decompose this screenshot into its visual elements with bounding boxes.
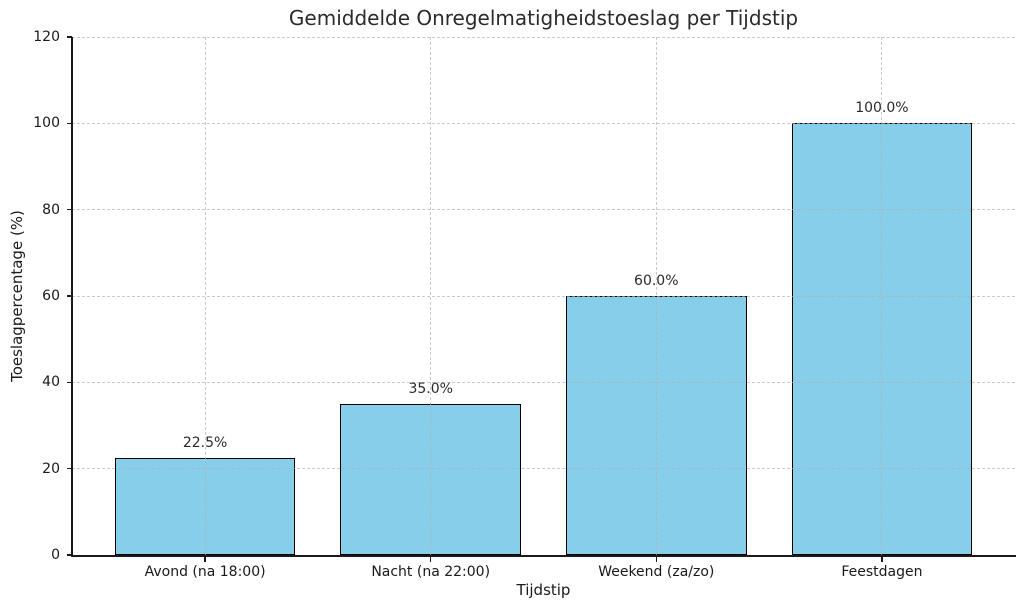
y-tick-mark bbox=[67, 208, 72, 211]
x-tick-label: Nacht (na 22:00) bbox=[371, 564, 491, 580]
x-axis-spine bbox=[71, 555, 1016, 557]
y-tick-label: 0 bbox=[51, 547, 60, 563]
gridline-horizontal bbox=[72, 381, 1015, 383]
y-tick-mark bbox=[67, 122, 72, 125]
y-tick-label: 80 bbox=[42, 201, 60, 218]
gridline-horizontal bbox=[72, 209, 1015, 211]
y-tick-mark bbox=[67, 381, 72, 384]
x-tick-label: Avond (na 18:00) bbox=[144, 564, 266, 580]
gridline-horizontal bbox=[72, 295, 1015, 297]
y-tick-mark bbox=[67, 554, 72, 556]
y-tick-label: 40 bbox=[42, 374, 60, 391]
y-tick-label: 60 bbox=[42, 288, 60, 304]
gridline-horizontal bbox=[72, 468, 1015, 470]
gridline-horizontal bbox=[72, 36, 1015, 38]
y-tick-label: 20 bbox=[42, 460, 60, 477]
chart-title: Gemiddelde Onregelmatigheidstoeslag per … bbox=[288, 6, 799, 30]
x-tick-mark bbox=[429, 556, 432, 562]
x-tick-label: Feestdagen bbox=[841, 564, 923, 580]
y-tick-mark bbox=[67, 36, 72, 38]
gridline-horizontal bbox=[72, 122, 1015, 124]
x-tick-label: Weekend (za/zo) bbox=[598, 564, 715, 580]
x-axis-label: Tijdstip bbox=[516, 581, 571, 599]
y-tick-label: 120 bbox=[33, 29, 60, 45]
y-tick-label: 100 bbox=[33, 115, 60, 132]
gridline-vertical bbox=[881, 37, 883, 555]
bar-value-label: 60.0% bbox=[634, 273, 679, 289]
bar-value-label: 22.5% bbox=[182, 434, 228, 451]
bar-value-label: 35.0% bbox=[408, 380, 453, 397]
x-tick-mark bbox=[204, 556, 206, 562]
gridline-vertical bbox=[430, 37, 432, 555]
gridline-vertical bbox=[204, 37, 206, 555]
x-tick-mark bbox=[881, 556, 883, 562]
bar-value-label: 100.0% bbox=[855, 100, 909, 117]
x-tick-mark bbox=[655, 556, 658, 562]
y-tick-mark bbox=[67, 467, 72, 470]
gridline-vertical bbox=[655, 37, 657, 555]
y-tick-mark bbox=[67, 295, 72, 297]
